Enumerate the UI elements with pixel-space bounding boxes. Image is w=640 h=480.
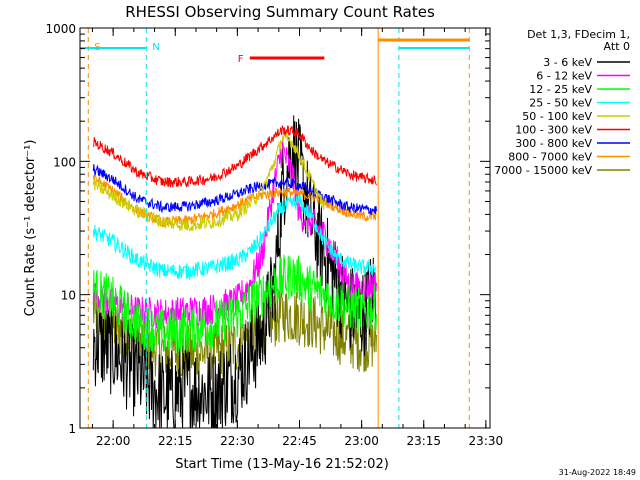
series-line-1: [92, 140, 377, 330]
y-tick-label-1: 10: [61, 289, 76, 303]
x-tick-label-3: 22:45: [282, 434, 317, 448]
x-tick-label-4: 23:00: [344, 434, 379, 448]
legend-label-1: 6 - 12 keV: [536, 70, 592, 83]
series-line-8: [92, 283, 377, 382]
x-tick-label-5: 23:15: [406, 434, 441, 448]
y-tick-label-3: 1000: [45, 22, 76, 36]
annotation-label-1: N: [152, 42, 159, 53]
footer-date: 31-Aug-2022 18:49: [559, 468, 636, 477]
legend-header-line-1: Det 1,3, FDecim 1,: [527, 28, 630, 41]
x-tick-label-0: 22:00: [96, 434, 131, 448]
series-line-0: [92, 115, 377, 429]
x-tick-label-2: 22:30: [220, 434, 255, 448]
chart-title: RHESSI Observing Summary Count Rates: [125, 3, 435, 21]
plot-frame: [79, 27, 491, 429]
series-line-6: [92, 164, 377, 215]
y-tick-label-2: 100: [53, 155, 76, 169]
y-axis-label: Count Rate (s⁻¹ detector⁻¹): [23, 140, 38, 317]
y-tick-label-0: 1: [68, 422, 76, 436]
axis-layer: 22:00 22:15 22:30 22:45 23:00 23:15 23:30 1 10 10…: [45, 22, 503, 448]
legend-label-4: 50 - 100 keV: [522, 110, 592, 123]
legend-label-8: 7000 - 15000 keV: [494, 164, 592, 177]
flare-label: F: [238, 54, 244, 65]
x-tick-label-6: 23:30: [469, 434, 504, 448]
series-line-2: [92, 254, 377, 354]
legend-label-6: 300 - 800 keV: [515, 137, 592, 150]
legend-label-5: 100 - 300 keV: [515, 124, 592, 137]
x-axis-label: Start Time (13-May-16 21:52:02): [175, 457, 389, 472]
legend-header-line-2: Att 0: [604, 40, 630, 53]
series-line-3: [92, 194, 377, 280]
x-tick-label-1: 22:15: [158, 434, 193, 448]
plot-layer: SNF: [80, 28, 470, 429]
series-line-4: [92, 132, 325, 232]
series-line-5: [92, 125, 377, 188]
legend-label-0: 3 - 6 keV: [543, 56, 592, 69]
legend-label-3: 25 - 50 keV: [529, 97, 592, 110]
legend-label-7: 800 - 7000 keV: [508, 151, 592, 164]
legend-label-2: 12 - 25 keV: [529, 83, 592, 96]
